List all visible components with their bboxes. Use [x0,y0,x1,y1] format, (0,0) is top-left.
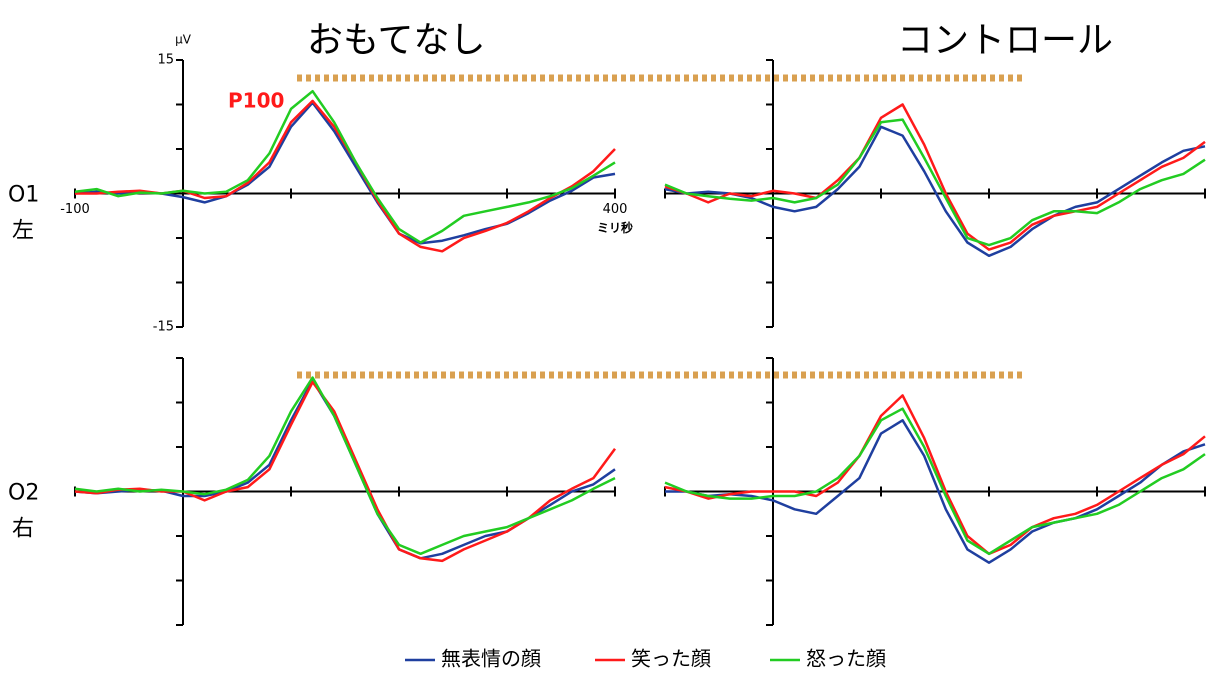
series-line [75,99,616,253]
y-tick-label: 15 [157,53,174,68]
x-tick-label: -100 [60,202,90,217]
series-line [74,89,616,244]
x-unit: ミリ秒 [597,220,633,235]
legend-label: 笑った顔 [631,647,711,671]
series-line [74,101,616,245]
series-line [74,379,616,560]
series-line [74,376,616,556]
y-unit: μV [175,33,192,47]
panel-title: おもてなし [307,20,486,61]
row-label: O2 [8,481,39,506]
row-sublabel: 左 [12,219,34,244]
series-line [664,103,1206,251]
series-line [664,118,1206,247]
panel-title: コントロール [897,20,1113,61]
annotation: P100 [228,89,284,113]
series-line [665,419,1206,564]
legend-label: 無表情の顔 [441,647,541,671]
legend-label: 怒った顔 [806,647,886,671]
series-line [74,380,617,563]
row-label: O1 [8,183,39,208]
row-sublabel: 右 [12,517,34,542]
y-tick-label: -15 [153,320,174,335]
series-line [664,407,1206,556]
series-line [664,394,1206,556]
x-tick-label: 400 [603,202,628,217]
